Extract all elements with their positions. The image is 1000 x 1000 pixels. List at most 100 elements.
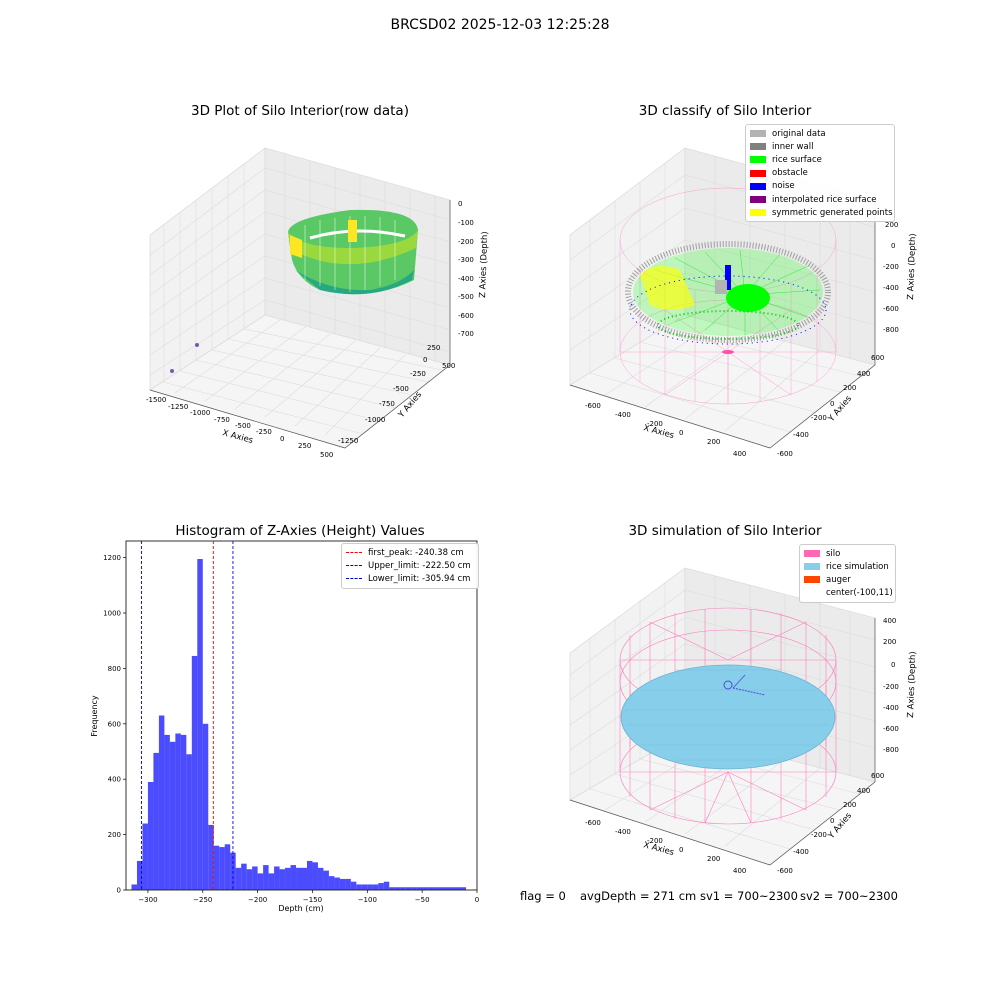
svg-text:-600: -600 xyxy=(883,305,899,313)
svg-text:-200: -200 xyxy=(647,420,663,428)
footer-flag: flag = 0 xyxy=(520,889,566,903)
svg-text:500: 500 xyxy=(442,362,455,370)
legend-swatch xyxy=(750,169,766,177)
svg-text:-600: -600 xyxy=(777,450,793,458)
legend-swatch xyxy=(804,563,820,571)
histogram-bar xyxy=(213,845,220,890)
histogram-bar xyxy=(153,752,159,890)
svg-text:-800: -800 xyxy=(883,326,899,334)
histogram-bar xyxy=(252,866,258,890)
svg-text:0: 0 xyxy=(458,200,462,208)
raw-x-ticks: -1500 -1250 -1000 -750 -500 -250 0 250 5… xyxy=(146,396,333,459)
svg-text:200: 200 xyxy=(883,638,896,646)
svg-text:-750: -750 xyxy=(214,416,230,424)
histogram-bar xyxy=(328,876,335,890)
svg-text:-400: -400 xyxy=(615,411,631,419)
svg-text:600: 600 xyxy=(871,772,884,780)
histogram-bar xyxy=(405,887,412,890)
svg-text:-1500: -1500 xyxy=(146,396,166,404)
svg-text:-600: -600 xyxy=(458,312,474,320)
svg-text:600: 600 xyxy=(871,354,884,362)
legend-item: obstacle xyxy=(750,167,890,180)
histogram-bar xyxy=(350,881,357,890)
svg-text:400: 400 xyxy=(857,370,870,378)
histogram-y-label: Frequency xyxy=(90,695,99,737)
histogram-bar xyxy=(433,887,439,890)
svg-text:0: 0 xyxy=(830,400,834,408)
histogram-bar xyxy=(438,887,445,890)
histogram-bar xyxy=(422,887,428,890)
svg-text:250: 250 xyxy=(427,344,440,352)
svg-text:-1000: -1000 xyxy=(365,416,385,424)
svg-text:-1250: -1250 xyxy=(338,437,358,445)
histogram-bar xyxy=(383,881,390,890)
legend-swatch xyxy=(750,196,766,204)
plot-simulation-3d: -600 -400 -200 0 200 400 -600 -400 -200 … xyxy=(569,567,918,875)
svg-text:-200: -200 xyxy=(883,683,899,691)
legend-swatch xyxy=(750,156,766,164)
svg-text:200: 200 xyxy=(707,855,720,863)
histogram-bar xyxy=(180,734,187,890)
plot-raw-title: 3D Plot of Silo Interior(row data) xyxy=(191,103,409,119)
histogram-bar xyxy=(367,884,373,890)
legend-swatch xyxy=(804,576,820,584)
simulation-x-ticks: -600 -400 -200 0 200 400 xyxy=(585,819,746,875)
raw-z-label: Z Axies (Depth) xyxy=(478,231,490,298)
legend-item: inner wall xyxy=(750,140,890,153)
histogram-bar xyxy=(400,887,406,890)
histogram-y-tick-label: 800 xyxy=(108,665,121,673)
histogram-x-tick-label: −50 xyxy=(415,896,430,904)
legend-item: silo xyxy=(804,547,891,560)
legend-item: rice simulation xyxy=(804,560,891,573)
svg-text:-400: -400 xyxy=(793,848,809,856)
classify-y-ticks: -600 -400 -200 0 200 400 600 xyxy=(777,354,884,458)
svg-text:-200: -200 xyxy=(883,263,899,271)
histogram-y-tick-label: 200 xyxy=(108,831,121,839)
svg-text:-600: -600 xyxy=(777,867,793,875)
classify-z-label: Z Axies (Depth) xyxy=(906,233,918,300)
footer-sv1: sv1 = 700~2300 xyxy=(700,889,798,903)
svg-text:0: 0 xyxy=(423,356,427,364)
svg-text:-200: -200 xyxy=(458,238,474,246)
histogram-bar xyxy=(158,715,165,890)
histogram-x-tick-label: −150 xyxy=(303,896,322,904)
histogram-bar xyxy=(268,873,275,890)
svg-text:-300: -300 xyxy=(458,256,474,264)
simulation-y-ticks: -600 -400 -200 0 200 400 600 xyxy=(777,772,884,875)
histogram-bar xyxy=(285,867,291,890)
histogram-bar xyxy=(208,824,214,890)
svg-text:-250: -250 xyxy=(256,428,272,436)
svg-text:-400: -400 xyxy=(793,431,809,439)
histogram-bar xyxy=(361,884,368,890)
raw-y-ticks: -1250 -1000 -750 -500 -250 0 250 500 xyxy=(338,344,455,445)
histogram-bar xyxy=(444,887,450,890)
svg-text:-500: -500 xyxy=(393,385,409,393)
histogram-bar xyxy=(345,878,351,890)
simulation-legend: silo rice simulation auger center(-100,1… xyxy=(799,544,896,603)
legend-line-swatch xyxy=(346,552,362,554)
histogram-bar xyxy=(274,866,280,890)
legend-item: noise xyxy=(750,180,890,193)
histogram-bar xyxy=(197,559,203,890)
plot-simulation-title: 3D simulation of Silo Interior xyxy=(628,523,822,539)
svg-text:200: 200 xyxy=(707,438,720,446)
legend-line-swatch xyxy=(346,578,362,580)
legend-swatch xyxy=(750,209,766,217)
histogram-bar xyxy=(224,844,231,890)
histogram-bar xyxy=(202,723,209,890)
histogram-bar xyxy=(411,887,417,890)
histogram-bar xyxy=(263,865,269,890)
svg-text:500: 500 xyxy=(320,451,333,459)
simulation-z-label: Z Axies (Depth) xyxy=(906,651,918,718)
svg-text:-400: -400 xyxy=(883,704,899,712)
histogram-x-tick-label: −200 xyxy=(248,896,267,904)
raw-point-cloud xyxy=(288,209,418,295)
svg-text:200: 200 xyxy=(885,221,898,229)
classify-legend: original data inner wall rice surface ob… xyxy=(745,124,895,223)
histogram-bar xyxy=(334,877,340,890)
histogram-bar xyxy=(312,862,318,890)
plot-raw-3d: -1500 -1250 -1000 -750 -500 -250 0 250 5… xyxy=(146,147,490,459)
histogram-bar xyxy=(147,781,154,890)
svg-text:0: 0 xyxy=(891,661,895,669)
histogram-bar xyxy=(449,887,456,890)
